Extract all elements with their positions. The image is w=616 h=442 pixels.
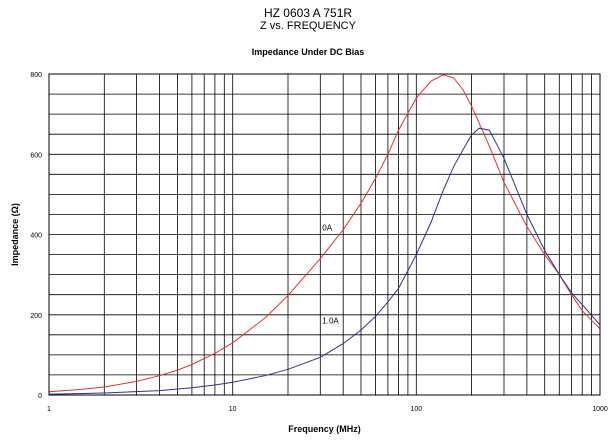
x-tick-label: 1000	[592, 406, 608, 413]
tick-labels: 1 10 100 1000 0 200 400 600 800	[30, 72, 608, 413]
y-tick-label: 400	[30, 233, 42, 240]
curve-annotations: 0A 1.0A	[322, 224, 339, 326]
x-tick-label: 1	[47, 406, 51, 413]
y-tick-label: 800	[30, 72, 42, 79]
plot-frame	[48, 73, 601, 396]
chart-header-subtitle: Z vs. FREQUENCY	[260, 20, 356, 32]
grid-lines	[49, 74, 600, 395]
annotation-label: 0A	[322, 224, 332, 233]
y-tick-label: 200	[30, 313, 42, 320]
series-line-0A	[48, 74, 601, 393]
plot-title: Impedance Under DC Bias	[252, 47, 365, 57]
x-axis-label: Frequency (MHz)	[288, 424, 361, 434]
annotation-label: 1.0A	[322, 317, 339, 326]
series-line-1-0A	[48, 127, 601, 395]
y-tick-label: 600	[30, 152, 42, 159]
data-curves	[48, 74, 601, 395]
x-tick-label: 100	[410, 406, 422, 413]
chart-header-title: HZ 0603 A 751R	[263, 6, 353, 20]
y-tick-label: 0	[38, 393, 42, 400]
x-tick-label: 10	[229, 406, 237, 413]
y-axis-label: Impedance (Ω)	[10, 203, 20, 266]
